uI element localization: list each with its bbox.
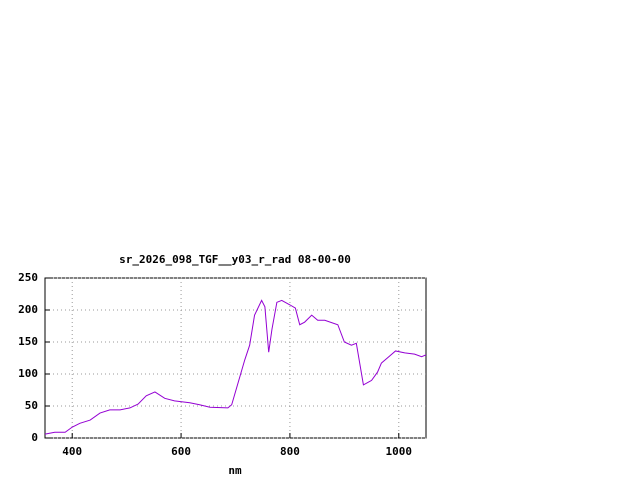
y-tick-label: 100 — [18, 367, 38, 380]
x-tick-label: 800 — [280, 445, 300, 458]
data-line — [44, 299, 427, 435]
x-tick-label: 1000 — [386, 445, 413, 458]
y-tick-label: 0 — [31, 431, 38, 444]
chart-title: sr_2026_098_TGF__y03_r_rad 08-00-00 — [119, 253, 351, 266]
y-tick-label: 150 — [18, 335, 38, 348]
y-tick-label: 250 — [18, 271, 38, 284]
x-axis-label: nm — [228, 464, 242, 477]
x-tick-label: 400 — [62, 445, 82, 458]
x-tick-label: 600 — [171, 445, 191, 458]
plot-frame — [44, 277, 427, 439]
y-tick-label: 200 — [18, 303, 38, 316]
y-tick-label: 50 — [25, 399, 38, 412]
